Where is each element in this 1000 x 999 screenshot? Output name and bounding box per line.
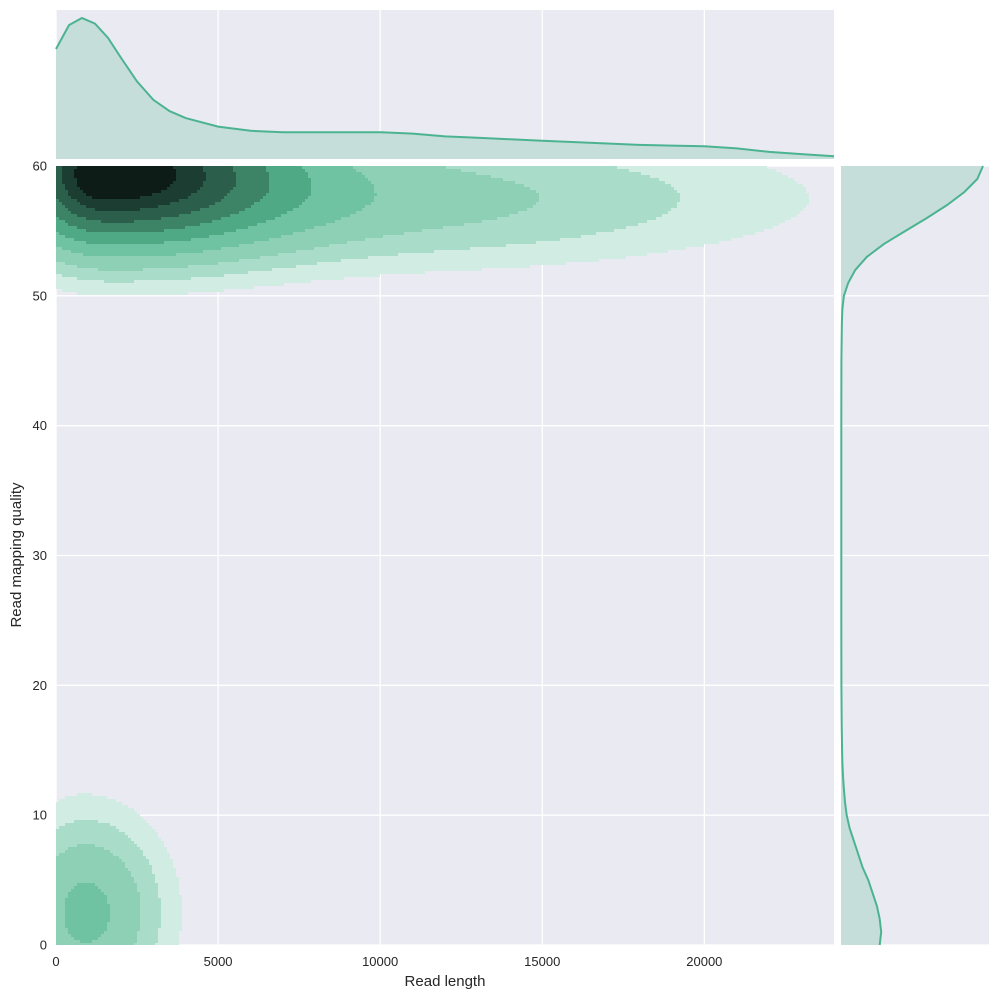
y-marginal-panel	[840, 165, 989, 946]
x-axis-label: Read length	[405, 973, 486, 990]
joint-kde-panel	[55, 165, 834, 946]
joint-kde-contours	[56, 166, 809, 945]
y-tick-label: 10	[33, 808, 47, 823]
y-tick-label: 20	[33, 678, 47, 693]
y-tick-label: 40	[33, 418, 47, 433]
kde-contour-band	[56, 166, 311, 244]
y-axis-label: Read mapping quality	[8, 482, 25, 628]
x-axis-ticks: 0 5000 10000 15000 20000	[52, 954, 722, 969]
kde-contour-band	[56, 166, 539, 945]
x-marginal-density-fill	[56, 18, 834, 159]
y-marginal-density-line	[840, 165, 984, 946]
y-tick-label: 30	[33, 548, 47, 563]
x-marginal-panel	[55, 10, 835, 159]
kde-contour-band	[56, 166, 269, 232]
x-tick-label: 15000	[524, 954, 560, 969]
kde-contour-band	[56, 166, 236, 223]
x-tick-label: 10000	[362, 954, 398, 969]
kde-contour-band	[62, 166, 206, 211]
x-tick-label: 20000	[686, 954, 722, 969]
joint-grid-lines	[55, 165, 834, 946]
x-tick-label: 0	[52, 954, 59, 969]
y-tick-label: 0	[40, 938, 47, 953]
kde-contour-band	[74, 166, 176, 199]
x-marginal-density-line	[55, 16, 835, 158]
y-tick-label: 50	[33, 288, 47, 303]
y-axis-ticks: 0 10 20 30 40 50 60	[33, 159, 47, 953]
x-tick-label: 5000	[204, 954, 233, 969]
y-marginal-density-fill	[841, 166, 983, 945]
y-tick-label: 60	[33, 159, 47, 174]
